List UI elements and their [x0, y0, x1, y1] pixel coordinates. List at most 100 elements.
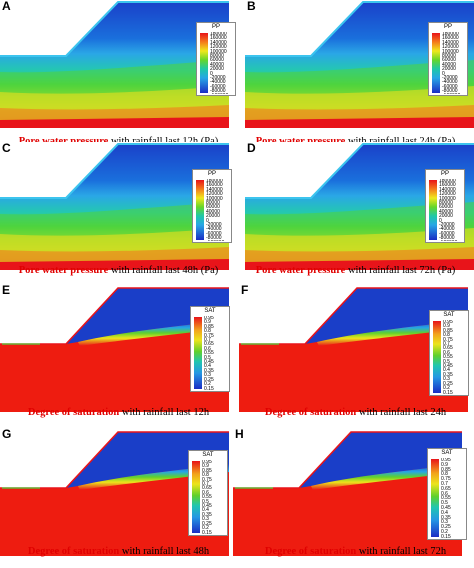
legend-tick-label: 0 — [210, 70, 213, 77]
legend-tick-label: 0.4 — [443, 367, 450, 374]
legend-ticks: 0.95 0.9 0.85 0.8 0.75 0.7 0.65 0.6 0.55 0.5 0.45 0… — [204, 316, 230, 390]
legend-tick-label: 100000 — [206, 195, 223, 202]
panel-label: F — [241, 283, 249, 297]
legend-tick-label: 20000 — [442, 66, 456, 73]
legend-tick-label: 0.25 — [443, 380, 453, 387]
legend-tick-label: 0.25 — [441, 524, 451, 531]
caption-a: Pore water pressure with rainfall last 1… — [18, 136, 219, 147]
caption-g: Degree of saturation with rainfall last … — [27, 546, 210, 557]
legend-title: SAT — [443, 312, 455, 318]
legend-tick-label: 0.55 — [441, 495, 451, 502]
legend-tick-label: 0.3 — [202, 516, 209, 523]
legend-tick-label: 60000 — [210, 57, 224, 64]
legend-ticks: 180000 160000 140000 120000 100000 80000 60000… — [210, 32, 236, 94]
panel-e: E SAT 0.95 0.9 0.85 0.8 0.75 0.7 0.65 0.6 0.55 0.… — [0, 283, 230, 412]
legend-tick-label: 120000 — [439, 191, 456, 198]
legend-colorbar — [192, 461, 200, 533]
panel-h: H SAT 0.95 0.9 0.85 0.8 0.75 0.7 0.65 0.6 0.55 0.… — [233, 427, 467, 556]
legend-tick-label: 20000 — [210, 66, 224, 73]
legend-tick-label: -20000 — [206, 222, 222, 229]
legend-tick-label: 180000 — [206, 179, 223, 184]
legend-tick-label: 0.35 — [204, 367, 214, 374]
panel-label: H — [235, 427, 244, 441]
legend-tick-label: 0.6 — [441, 490, 448, 497]
legend-title: PP — [207, 171, 216, 177]
legend-tick-label: 0.15 — [441, 533, 451, 538]
legend-tick-label: 0.55 — [202, 494, 212, 501]
legend-tick-label: 140000 — [210, 39, 227, 46]
legend-tick-label: 80000 — [210, 53, 224, 60]
legend-tick-label: 0.35 — [202, 511, 212, 518]
legend-tick-label: 0.85 — [202, 467, 212, 474]
legend-tick-label: 0.4 — [204, 363, 211, 370]
legend-tick-label: -20000 — [442, 75, 458, 82]
legend-tick-label: 0.4 — [202, 507, 209, 514]
caption-h: Degree of saturation with rainfall last … — [264, 546, 447, 557]
legend-tick-label: 80000 — [439, 200, 453, 207]
sat-legend: SAT 0.95 0.9 0.85 0.8 0.75 0.7 0.65 0.6 0.55 0.5 0… — [190, 306, 230, 392]
legend-tick-label: 0.5 — [441, 500, 448, 507]
legend-tick-label: 160000 — [210, 35, 227, 42]
legend-tick-label: 0.2 — [441, 528, 448, 535]
panel-c: C PP 180000 160000 140000 120000 100000 80000… — [0, 141, 232, 270]
panel-label: G — [2, 427, 12, 441]
legend-tick-label: 140000 — [439, 186, 456, 193]
legend-tick-label: 100000 — [210, 48, 227, 55]
legend-tick-label: 0.95 — [443, 320, 453, 325]
legend-tick-label: 0.7 — [441, 480, 448, 487]
legend-tick-label: 0.45 — [204, 359, 214, 366]
legend-tick-label: -80000 — [206, 235, 222, 241]
legend-tick-label: 0.45 — [202, 503, 212, 510]
legend-colorbar — [429, 180, 437, 240]
legend-tick-label: 0.9 — [202, 463, 209, 470]
legend-tick-label: 80000 — [206, 200, 220, 207]
panel-f: F SAT 0.95 0.9 0.85 0.8 0.75 0.7 0.65 0.6 0.55 0.… — [239, 283, 469, 412]
legend-tick-label: 0.7 — [443, 341, 450, 348]
legend-tick-label: 0.25 — [202, 520, 212, 527]
legend-tick-label: -40000 — [442, 79, 458, 86]
panel-g: G SAT 0.95 0.9 0.85 0.8 0.75 0.7 0.65 0.6 0.55 0.… — [0, 427, 229, 556]
legend-tick-label: 0.75 — [441, 476, 451, 483]
legend-tick-label: 0.15 — [204, 385, 214, 390]
legend-tick-label: 0.5 — [202, 498, 209, 505]
legend-tick-label: 0.35 — [443, 371, 453, 378]
legend-ticks: 0.95 0.9 0.85 0.8 0.75 0.7 0.65 0.6 0.55 0.5 0.45 0… — [443, 320, 469, 394]
legend-tick-label: 0.6 — [204, 345, 211, 352]
legend-tick-label: 0.8 — [202, 472, 209, 479]
panel-a: A PP 180000 160000 140000 120000 100000 80000… — [0, 0, 236, 128]
legend-tick-label: 0.8 — [204, 328, 211, 335]
legend-tick-label: -80000 — [210, 88, 226, 94]
legend-tick-label: 40000 — [206, 208, 220, 215]
legend-tick-label: 180000 — [439, 179, 456, 184]
legend-ticks: 180000 160000 140000 120000 100000 80000 60000… — [206, 179, 232, 241]
panel-label: C — [2, 141, 11, 155]
legend-tick-label: 40000 — [210, 61, 224, 68]
panel-label: E — [2, 283, 11, 297]
legend-tick-label: 0.55 — [204, 350, 214, 357]
legend-tick-label: 0.9 — [443, 323, 450, 330]
legend-tick-label: 0.95 — [441, 458, 451, 463]
legend-tick-label: 0.65 — [202, 485, 212, 492]
legend-title: PP — [443, 24, 452, 30]
legend-tick-label: 120000 — [442, 44, 459, 51]
caption-f: Degree of saturation with rainfall last … — [264, 407, 447, 418]
legend-colorbar — [196, 180, 204, 240]
legend-tick-label: 0.2 — [204, 381, 211, 388]
legend-tick-label: -40000 — [439, 226, 455, 233]
legend-tick-label: 0.9 — [441, 461, 448, 468]
sat-legend: SAT 0.95 0.9 0.85 0.8 0.75 0.7 0.65 0.6 0.55 0.5 0… — [429, 310, 469, 396]
legend-tick-label: -60000 — [442, 83, 458, 90]
legend-tick-label: 0.15 — [443, 389, 453, 394]
legend-tick-label: 40000 — [439, 208, 453, 215]
legend-title: SAT — [204, 308, 216, 314]
legend-tick-label: 0 — [206, 217, 209, 224]
panel-label: B — [247, 0, 256, 13]
legend-tick-label: 0.75 — [443, 336, 453, 343]
legend-colorbar — [433, 321, 441, 393]
legend-ticks: 180000 160000 140000 120000 100000 80000 60000… — [442, 32, 468, 94]
legend-tick-label: 0.2 — [443, 385, 450, 392]
legend-tick-label: -80000 — [439, 235, 455, 241]
legend-tick-label: 0.85 — [204, 323, 214, 330]
panel-b: B PP 180000 160000 140000 120000 100000 80000… — [245, 0, 474, 128]
legend-tick-label: 60000 — [206, 204, 220, 211]
